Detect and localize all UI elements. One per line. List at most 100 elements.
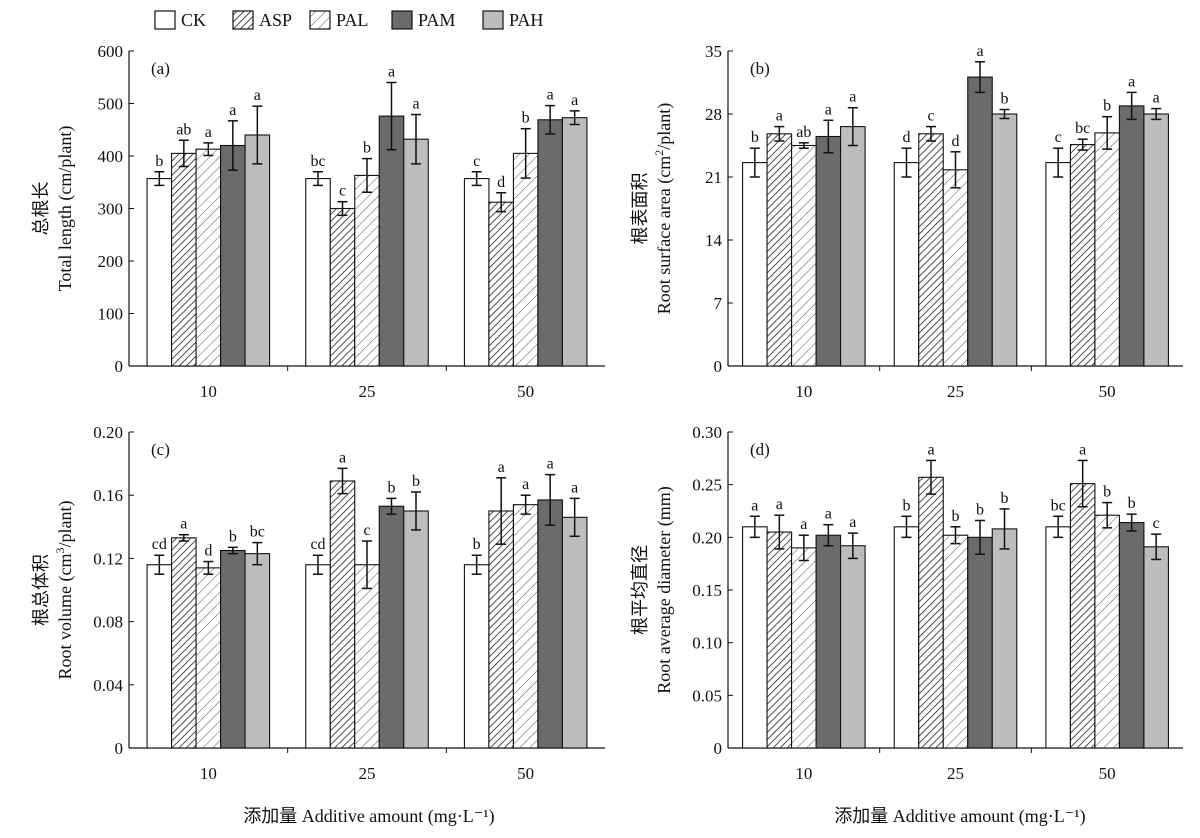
x-tick-label: 50	[517, 764, 534, 783]
y-tick-label: 0	[714, 357, 723, 376]
y-axis-label-en: Root average diameter (mm)	[654, 486, 675, 693]
bar-pal-25	[942, 534, 969, 749]
y-tick-label: 200	[98, 252, 124, 271]
significance-letter: b	[751, 129, 759, 146]
y-tick-label: 500	[98, 95, 124, 114]
bar-pam-50	[537, 499, 563, 749]
y-tick-label: 0.30	[692, 423, 722, 442]
y-tick-label: 0.12	[93, 549, 123, 568]
bar-asp-25	[918, 476, 944, 749]
significance-letter: c	[473, 153, 480, 170]
bar-ck-25	[893, 162, 920, 367]
y-axis-label: 根平均直径 Root average diameter (mm)	[630, 486, 675, 693]
significance-letter: b	[522, 110, 530, 127]
bar-pam-50	[537, 119, 563, 367]
bar-asp-10	[171, 537, 197, 749]
significance-letter: a	[229, 102, 236, 119]
y-tick-label: 400	[98, 147, 124, 166]
bar-pah-50	[561, 516, 588, 749]
significance-letter: cd	[152, 536, 167, 553]
bar-pal-10	[195, 567, 222, 749]
legend-swatch-asp	[232, 10, 254, 30]
y-tick-label: 0	[115, 739, 124, 758]
y-tick-label: 600	[98, 42, 124, 61]
y-axis-label-en: Total length (cm/plant)	[55, 126, 76, 292]
y-tick-label: 0.05	[692, 686, 722, 705]
bar-pal-10	[791, 144, 817, 367]
significance-letter: b	[1001, 490, 1009, 507]
bar-pah-50	[1143, 546, 1169, 749]
y-tick-label: 0.20	[93, 423, 123, 442]
significance-letter: c	[1055, 129, 1062, 146]
significance-letter: a	[751, 497, 758, 514]
bar-pal-50	[1094, 132, 1120, 367]
bar-ck-50	[463, 564, 490, 749]
significance-letter: a	[547, 87, 554, 104]
significance-letter: a	[825, 506, 832, 523]
legend-item-pal: PAL	[309, 10, 368, 30]
bar-pam-25	[378, 505, 405, 749]
significance-letter: a	[388, 64, 395, 81]
bar-pal-10	[195, 148, 222, 367]
bar-pal-50	[1094, 514, 1120, 749]
bar-asp-50	[488, 201, 514, 367]
significance-letter: d	[903, 129, 911, 146]
y-tick-label: 0	[115, 357, 124, 376]
bar-ck-10	[146, 564, 173, 749]
bar-ck-25	[893, 526, 920, 749]
legend-label-pal: PAL	[336, 10, 368, 30]
panel-tag: (b)	[750, 59, 770, 78]
legend-item-asp: ASP	[232, 10, 292, 30]
bar-pah-25	[991, 528, 1018, 749]
bar-ck-10	[742, 162, 768, 367]
legend-swatch-pah	[482, 10, 504, 30]
significance-letter: c	[927, 108, 934, 125]
significance-letter: bc	[1075, 120, 1090, 137]
bar-pal-50	[512, 504, 539, 749]
bar-asp-10	[171, 152, 197, 367]
bar-pah-50	[1143, 113, 1169, 367]
y-tick-label: 35	[705, 42, 722, 61]
y-tick-label: 0.16	[93, 486, 123, 505]
significance-letter: b	[976, 501, 984, 518]
legend: CK ASP PAL PAM PAH	[154, 10, 543, 30]
x-tick-label: 10	[795, 382, 812, 401]
legend-item-ck: CK	[154, 10, 206, 30]
bar-pah-10	[244, 134, 271, 367]
significance-letter: a	[927, 441, 934, 458]
legend-label-pah: PAH	[509, 10, 543, 30]
bar-pah-10	[840, 126, 866, 367]
bar-pam-25	[967, 76, 993, 367]
x-tick-label: 25	[359, 382, 376, 401]
bar-pah-25	[991, 113, 1018, 367]
bar-pal-25	[354, 174, 380, 367]
significance-letter: b	[1128, 495, 1136, 512]
significance-letter: d	[497, 174, 505, 191]
significance-letter: bc	[310, 153, 325, 170]
y-tick-label: 7	[714, 294, 723, 313]
significance-letter: ab	[176, 121, 191, 138]
significance-letter: c	[339, 183, 346, 200]
panel-tag: (a)	[151, 59, 170, 78]
legend-swatch-ck	[154, 10, 176, 30]
bar-ck-50	[1045, 526, 1071, 749]
bar-asp-50	[1069, 144, 1096, 367]
significance-letter: b	[1001, 91, 1009, 108]
legend-item-pam: PAM	[391, 10, 455, 30]
significance-letter: a	[522, 476, 529, 493]
y-axis-label-en: Root volume (cm3/plant)	[53, 501, 76, 680]
significance-letter: b	[903, 497, 911, 514]
legend-label-ck: CK	[181, 10, 206, 30]
y-tick-label: 0.25	[692, 476, 722, 495]
significance-letter: a	[849, 514, 856, 531]
y-axis-label-cn: 根总体积	[31, 554, 51, 626]
y-tick-label: 21	[705, 168, 722, 187]
bar-asp-10	[766, 531, 793, 749]
bar-ck-10	[146, 178, 173, 367]
y-tick-label: 0.15	[692, 581, 722, 600]
significance-letter: a	[1128, 73, 1135, 90]
bar-pal-10	[791, 547, 817, 749]
bar-pah-25	[403, 510, 429, 749]
significance-letter: a	[498, 459, 505, 476]
x-tick-label: 25	[947, 764, 964, 783]
